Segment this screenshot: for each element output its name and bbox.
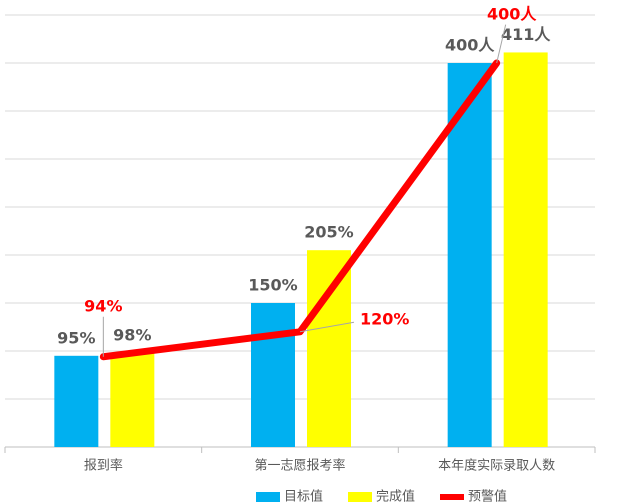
x-tick-label: 第一志愿报考率 (254, 458, 345, 474)
x-tick-label: 报到率 (84, 458, 123, 474)
bar (110, 352, 155, 447)
bar (54, 355, 99, 447)
data-label: 120% (360, 309, 409, 328)
line (99, 59, 501, 361)
data-label: 205% (304, 223, 353, 242)
x-tick-label: 本年度实际录取人数 (438, 458, 555, 474)
bar (447, 63, 492, 447)
data-label: 98% (113, 325, 151, 344)
bar (307, 250, 351, 447)
bar (503, 52, 548, 447)
leader-line (496, 24, 507, 64)
legend-swatch (348, 492, 372, 502)
data-label: 150% (248, 276, 297, 295)
legend-swatch (256, 492, 280, 502)
legend-label: 目标值 (284, 489, 323, 504)
data-label: 400人 (487, 5, 537, 24)
bar (251, 303, 295, 447)
data-label: 94% (84, 296, 122, 315)
leader-line (299, 321, 355, 333)
data-label: 95% (57, 328, 95, 347)
data-label: 400人 (445, 36, 495, 55)
legend-label: 完成值 (376, 489, 415, 504)
legend-label: 预警值 (468, 489, 507, 504)
data-label: 411人 (501, 25, 551, 44)
